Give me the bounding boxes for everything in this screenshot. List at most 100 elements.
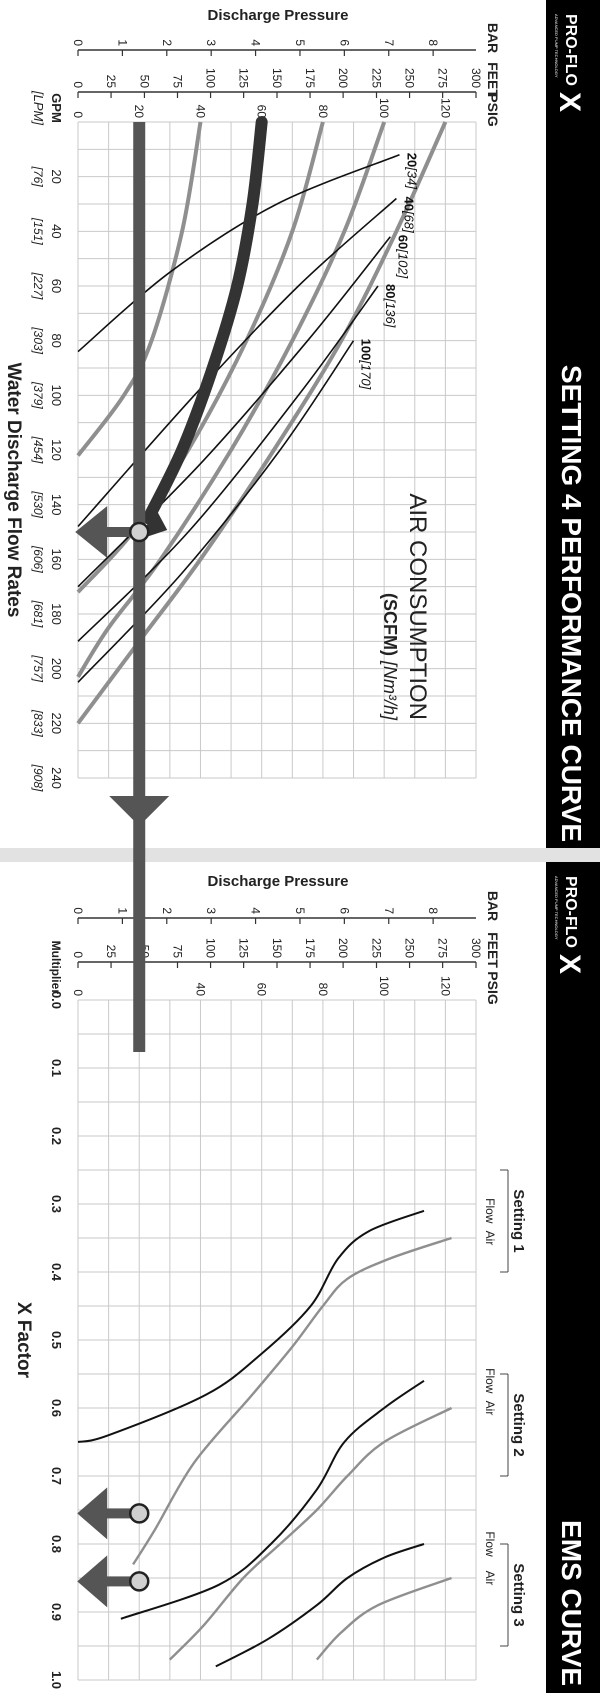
scale-tick-label: 250: [403, 68, 417, 88]
ems-x-tick-label: 0.1: [49, 1059, 64, 1077]
scale-tick-label: 100: [204, 68, 218, 88]
scale-tick-label: 20: [132, 105, 146, 119]
setting-flow-label: Flow: [483, 1368, 497, 1394]
scale-tick-label: 50: [137, 75, 151, 89]
right-panel-title: EMS CURVE: [556, 1520, 587, 1686]
scale-tick-label: 1: [115, 39, 129, 46]
annotation-unit-bold: (SCFM): [380, 593, 400, 661]
setting-name: Setting 1: [510, 1189, 527, 1252]
ems-drop-line: [99, 1576, 140, 1587]
setting-air-label: Air: [483, 1401, 497, 1416]
flow-drop-arrow: [75, 506, 108, 558]
x-unit-label-alt: [LPM]: [31, 90, 46, 125]
ems-x-tick-label: 0.2: [49, 1127, 64, 1145]
ems-x-axis-title: X Factor: [13, 1302, 34, 1379]
left-logo-mark: X: [553, 92, 586, 112]
setting-name: Setting 3: [510, 1563, 527, 1626]
ems-operating-point-marker: [128, 1503, 150, 1524]
x-tick-label: 180: [49, 603, 64, 625]
ems-x-tick-label: 0.9: [49, 1603, 64, 1621]
ems-operating-point-marker: [128, 1571, 150, 1592]
ems-scale-tick-label: 120: [438, 976, 452, 996]
ems-scale-tick-label: 125: [237, 938, 251, 958]
scale-tick-label: 200: [336, 68, 350, 88]
scale-tick-label: 40: [193, 105, 207, 119]
setting-name: Setting 2: [510, 1393, 527, 1456]
right-logo-text: PRO-FLO: [562, 876, 579, 948]
air-curve-nm3h: [170]: [359, 359, 374, 389]
ems-scale-tick-label: 8: [426, 907, 440, 914]
x-tick-label-alt: [227]: [31, 272, 45, 300]
x-tick-label: 60: [49, 279, 64, 293]
ems-scale-tick-label: 75: [171, 945, 185, 959]
ems-scale-tick-label: 25: [104, 945, 118, 959]
ems-x-tick-label: 0.6: [49, 1399, 64, 1417]
ems-scale-header-bar: BAR: [485, 891, 501, 921]
air-curve-nm3h: [102]: [395, 248, 410, 278]
scale-header-psig: PSIG: [485, 93, 501, 127]
ems-x-tick-label: 0.3: [49, 1195, 64, 1213]
supply-curve-100psig: [76, 121, 387, 678]
ems-scale-tick-label: 100: [377, 976, 391, 996]
scale-tick-label: 100: [377, 98, 391, 118]
ems-scale-tick-label: 275: [436, 938, 450, 958]
scale-tick-label: 150: [270, 68, 284, 88]
scale-header-bar: BAR: [485, 23, 501, 53]
ems-scale-tick-label: 300: [469, 938, 483, 958]
scale-tick-label: 7: [382, 39, 396, 46]
ems-scale-tick-label: 100: [204, 938, 218, 958]
air-curve-20scfm: [77, 154, 400, 353]
ems-x-tick-label: 0.7: [49, 1467, 64, 1485]
ems-y-axis-title: Discharge Pressure: [208, 873, 349, 890]
setting-air-label: Air: [483, 1231, 497, 1246]
x-tick-label: 40: [49, 224, 64, 238]
x-tick-label-alt: [681]: [31, 600, 45, 628]
scale-tick-label: 0: [71, 111, 85, 118]
ems-scale-tick-label: 175: [303, 938, 317, 958]
panel-divider: [0, 848, 600, 862]
air-curve-label: 20[34]: [404, 153, 419, 190]
air-curve-label: 100[170]: [359, 339, 374, 390]
scale-tick-label: 120: [438, 98, 452, 118]
x-tick-label-alt: [454]: [31, 436, 45, 464]
ems-x-unit-label: Multiplier: [49, 941, 63, 995]
ems-flow-curve-setting-3: [215, 1543, 425, 1668]
x-tick-label: 140: [49, 494, 64, 516]
scale-tick-label: 75: [171, 75, 185, 89]
ems-scale-tick-label: 200: [336, 938, 350, 958]
scale-tick-label: 8: [426, 39, 440, 46]
x-tick-label-alt: [908]: [31, 764, 45, 792]
scale-tick-label: 300: [469, 68, 483, 88]
air-curve-nm3h: [34]: [404, 166, 419, 189]
ems-scale-tick-label: 250: [403, 938, 417, 958]
ems-flow-curve-setting-2: [120, 1379, 425, 1620]
air-curve-60scfm: [77, 236, 391, 588]
x-tick-label-alt: [530]: [31, 490, 45, 518]
ems-scale-tick-label: 80: [316, 983, 330, 997]
air-curve-80scfm: [77, 285, 379, 642]
ems-scale-tick-label: 2: [160, 907, 174, 914]
ems-scale-tick-label: 1: [115, 907, 129, 914]
y-axis-title: Discharge Pressure: [208, 7, 349, 24]
x-tick-label: 240: [49, 767, 64, 789]
air-curve-nm3h: [68]: [401, 210, 416, 233]
x-tick-label-alt: [151]: [31, 217, 45, 245]
right-logo-tagline: ADVANCED PUMP TECHNOLOGY: [554, 876, 559, 940]
x-tick-label-alt: [303]: [31, 326, 45, 354]
ems-drop-arrow: [77, 1555, 108, 1608]
ems-scale-tick-label: 225: [370, 938, 384, 958]
scale-tick-label: 3: [204, 39, 218, 46]
scale-tick-label: 60: [255, 105, 269, 119]
air-curve-scfm: 20: [404, 153, 419, 167]
ems-scale-tick-label: 4: [249, 907, 263, 914]
scale-tick-label: 25: [104, 75, 118, 89]
air-curve-label: 80[136]: [383, 284, 398, 328]
x-tick-label: 80: [49, 333, 64, 347]
ems-x-tick-label: 1.0: [49, 1671, 64, 1689]
annotation-unit-metric: [Nm³/h]: [380, 660, 400, 721]
ems-air-curve-setting-3: [315, 1576, 452, 1661]
x-tick-label: 220: [49, 712, 64, 734]
x-tick-label: 100: [49, 384, 64, 406]
